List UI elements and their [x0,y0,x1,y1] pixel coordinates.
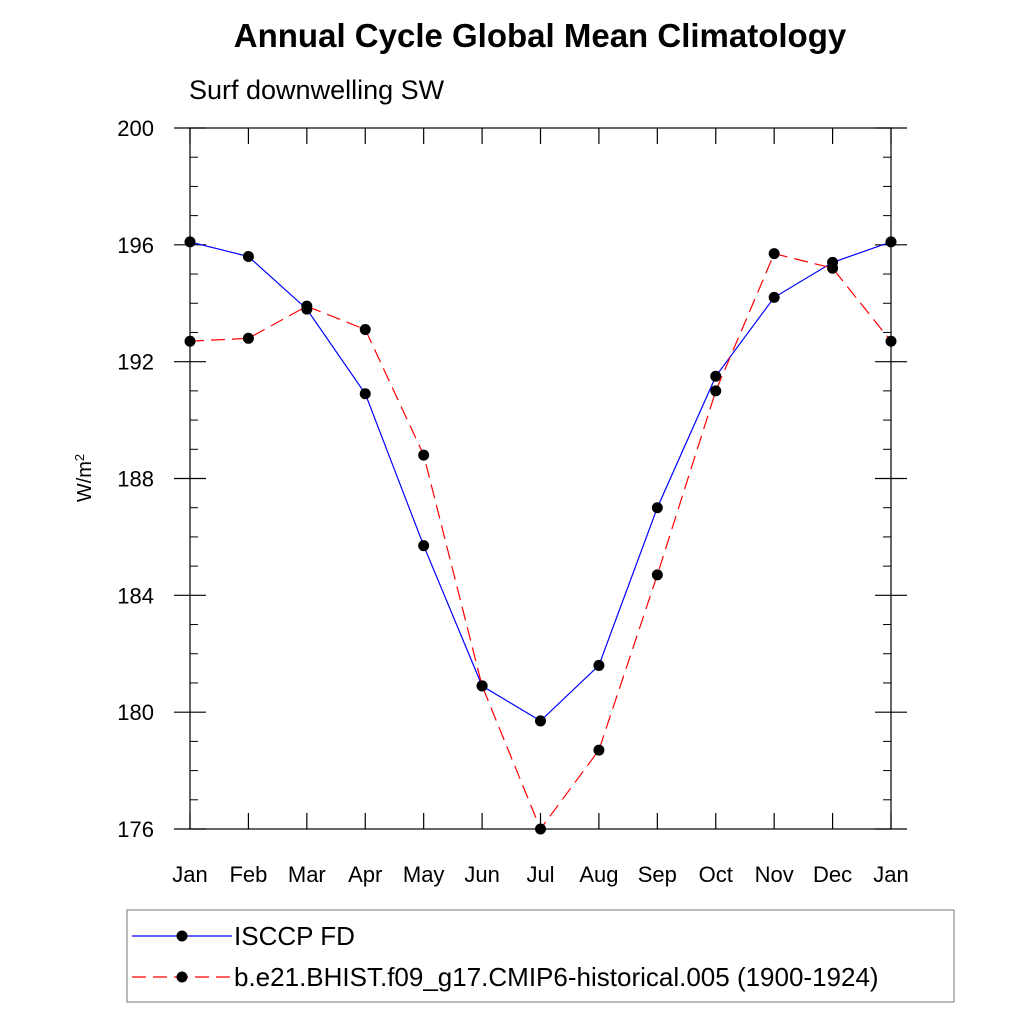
y-tick-labels: 176 180 184 188 192 196 200 [117,116,154,842]
data-point-series-0 [242,251,254,263]
y-tick-label: 180 [117,700,154,725]
data-point-series-0 [535,715,546,727]
data-point-series-0 [359,388,371,400]
y-tick-label: 188 [117,467,154,492]
x-tick-labels: Jan Feb Mar Apr May Jun Jul Aug Sep Oct Nov Dec Jan [172,862,908,887]
data-point-series-0 [710,370,722,382]
data-point-series-1 [827,262,839,274]
data-point-series-1 [768,248,780,260]
x-tick-label: Apr [348,862,382,887]
x-tick-label: Feb [229,862,267,887]
x-tick-label: Oct [699,862,733,887]
legend-label-model: b.e21.BHIST.f09_g17.CMIP6-historical.005… [234,962,879,992]
y-tick-label: 184 [117,583,154,608]
data-point-series-1 [301,300,313,312]
x-tick-label: Nov [755,862,794,887]
data-point-series-0 [418,540,430,552]
x-tick-label: Sep [638,862,677,887]
x-tick-label: Dec [813,862,852,887]
x-tick-label: Jul [526,862,554,887]
data-point-series-0 [768,291,780,303]
y-tick-label: 176 [117,817,154,842]
chart-title: Annual Cycle Global Mean Climatology [234,17,847,54]
y-tick-label: 196 [117,233,154,258]
x-tick-label: Mar [288,862,326,887]
x-tick-label: Jun [464,862,499,887]
chart-subtitle: Surf downwelling SW [189,75,445,105]
y-tick-label: 200 [117,116,154,141]
legend-marker-model [176,971,188,983]
data-point-series-1 [242,332,254,344]
data-point-series-1 [710,385,722,397]
legend: ISCCP FD b.e21.BHIST.f09_g17.CMIP6-histo… [126,909,955,1003]
data-point-series-0 [593,659,605,671]
data-point-series-0 [651,502,663,514]
x-tick-label: Jan [172,862,207,887]
data-point-series-1 [418,449,430,461]
data-point-series-1 [593,744,605,756]
legend-marker-isccp [176,930,188,942]
data-point-series-1 [651,569,663,581]
data-point-series-1 [359,324,371,336]
y-axis-label: W/m2 [72,454,97,502]
legend-frame [126,909,955,1003]
plot-frame [189,127,892,830]
x-tick-label: May [403,862,445,887]
legend-label-isccp: ISCCP FD [234,921,355,951]
x-tick-label: Jan [873,862,908,887]
x-tick-label: Aug [579,862,618,887]
data-point-series-1 [476,680,488,692]
y-tick-label: 192 [117,350,154,375]
